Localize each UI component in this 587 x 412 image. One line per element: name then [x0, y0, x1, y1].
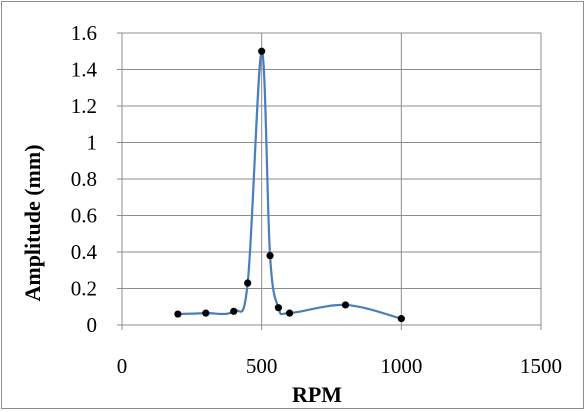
data-point — [341, 301, 350, 309]
data-point — [174, 310, 182, 318]
data-point — [286, 309, 294, 317]
y-tick-label: 0.2 — [71, 277, 97, 301]
data-point — [397, 315, 405, 323]
y-tick-label: 0.6 — [71, 204, 97, 228]
y-axis-title: Amplitude (mm) — [20, 144, 45, 301]
y-tick-label: 1.6 — [71, 21, 97, 45]
data-point — [244, 279, 252, 287]
data-point — [230, 307, 238, 315]
x-tick-label: 1000 — [380, 354, 422, 378]
y-tick-label: 0.4 — [71, 240, 98, 264]
y-tick-label: 1 — [87, 131, 98, 155]
gridlines — [121, 32, 542, 326]
y-tick-label: 0.8 — [71, 167, 97, 191]
x-tick-label: 500 — [246, 354, 278, 378]
y-tick-label: 1.4 — [71, 58, 98, 82]
x-tick-label: 0 — [117, 354, 128, 378]
data-point — [266, 252, 274, 260]
data-point — [202, 309, 210, 317]
y-tick-label: 0 — [87, 313, 98, 337]
x-axis-title: RPM — [292, 382, 342, 407]
data-point — [258, 47, 266, 55]
x-tick-label: 1500 — [520, 354, 562, 378]
y-tick-label: 1.2 — [71, 94, 97, 118]
series-line — [177, 50, 402, 320]
data-point — [274, 304, 283, 312]
